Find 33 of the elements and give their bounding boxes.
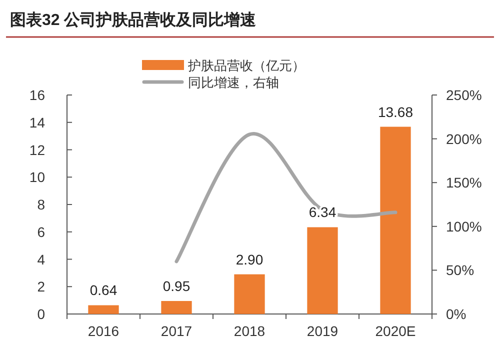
y-tick-label: 10: [29, 169, 46, 186]
x-tick-label: 2018: [234, 323, 266, 339]
y2-tick-label: 100%: [446, 218, 482, 234]
label-护肤品营收（亿元）: 2.90: [236, 251, 264, 268]
y-tick-label: 16: [29, 87, 46, 103]
label-护肤品营收（亿元）: 0.95: [162, 278, 190, 294]
y2-tick-label: 50%: [446, 262, 474, 278]
y-tick-label: 8: [37, 196, 46, 212]
legend-label: 同比增速，右轴: [188, 75, 279, 90]
legend-label: 护肤品营收（亿元）: [187, 58, 305, 73]
label-护肤品营收（亿元）: 6.34: [308, 204, 336, 220]
y2-tick-label: 150%: [446, 174, 482, 191]
label-护肤品营收（亿元）: 13.68: [378, 104, 414, 120]
y2-tick-label: 250%: [446, 87, 482, 103]
bar: [380, 126, 411, 314]
bar: [234, 274, 265, 314]
chart-title: 图表32 公司护肤品营收及同比增速: [10, 11, 258, 29]
y-tick-label: 0: [37, 306, 46, 322]
y2-tick-label: 0%: [446, 306, 466, 322]
y-tick-label: 14: [29, 114, 46, 130]
x-tick-label: 2020E: [375, 323, 416, 339]
y-tick-label: 4: [37, 251, 46, 268]
bar: [88, 305, 119, 314]
bar: [307, 227, 338, 314]
y-tick-label: 12: [29, 142, 46, 158]
y-tick-label: 2: [37, 278, 46, 295]
x-tick-label: 2019: [306, 323, 338, 339]
x-tick-label: 2016: [88, 323, 120, 339]
bar: [161, 300, 192, 314]
y2-tick-label: 200%: [446, 130, 482, 147]
label-护肤品营收（亿元）: 0.64: [90, 282, 118, 298]
y-tick-label: 6: [37, 224, 46, 240]
x-tick-label: 2017: [160, 323, 192, 339]
